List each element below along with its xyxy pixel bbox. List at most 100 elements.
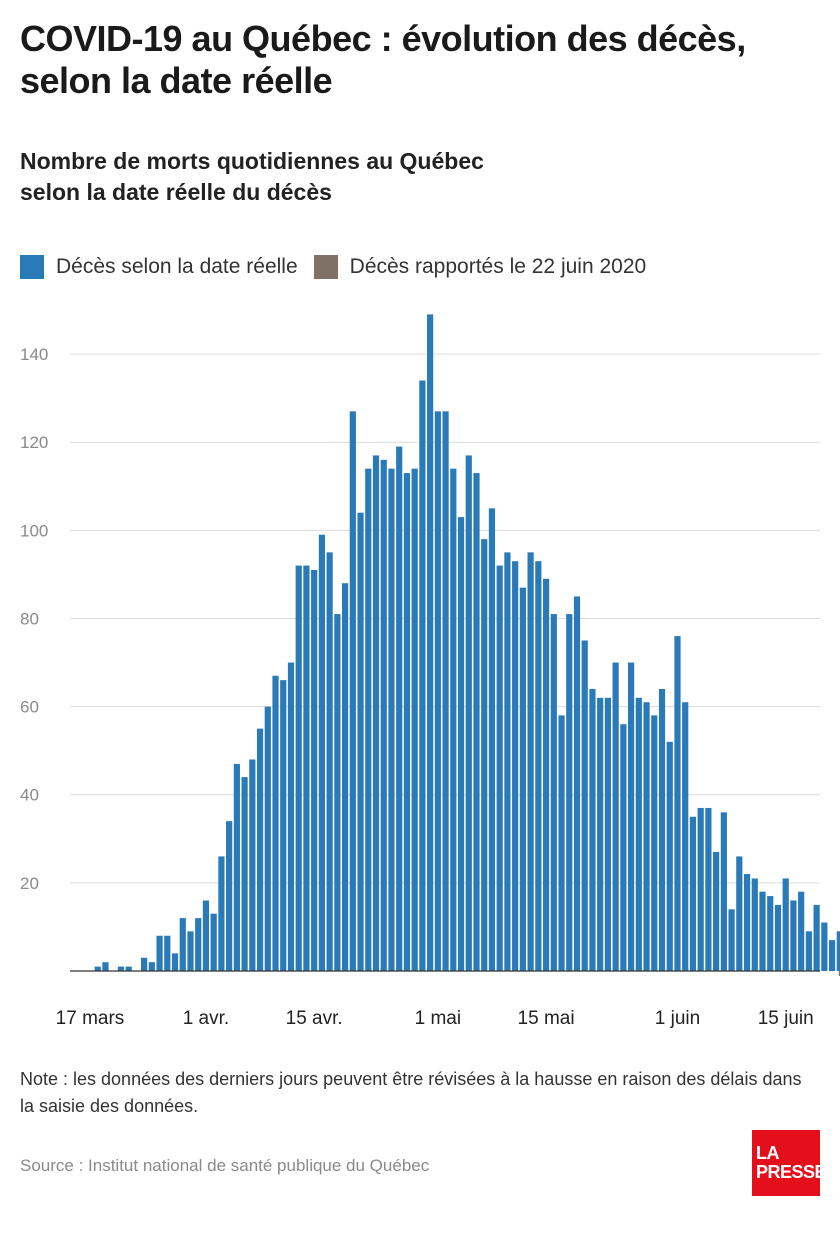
legend-item-reported: Décès rapportés le 22 juin 2020 [313, 255, 647, 279]
bar-2020-04-08 [256, 728, 264, 971]
x-tick-label-2020-04-01: 1 avr. [183, 1008, 229, 1029]
footnote: Note : les données des derniers jours pe… [20, 1069, 802, 1116]
bar-2020-05-26 [628, 662, 635, 971]
x-axis-labels: 17 mars 1 avr. 15 avr. 1 mai 15 mai 1 juin 15 … [56, 1008, 814, 1029]
y-tick-label-140: 140 [20, 345, 48, 364]
bar-2020-04-14 [303, 565, 310, 971]
bar-2020-03-24 [141, 957, 148, 971]
bar-2020-06-16 [790, 900, 797, 971]
reported-bar-2020-06-22 [838, 971, 840, 976]
bar-2020-04-11 [280, 680, 287, 971]
bar-2020-04-13 [295, 565, 302, 971]
bar-2020-05-20 [581, 640, 588, 971]
bar-2020-04-06 [241, 777, 248, 971]
bar-2020-06-03 [689, 816, 697, 971]
y-tick-label-100: 100 [20, 521, 48, 540]
bar-2020-05-05 [465, 455, 472, 971]
bar-2020-04-20 [349, 411, 356, 972]
bar-2020-03-30 [187, 931, 194, 971]
bar-2020-04-23 [372, 455, 380, 971]
bar-2020-05-16 [550, 614, 557, 971]
bar-2020-06-01 [674, 636, 681, 971]
bar-2020-05-11 [512, 561, 519, 971]
legend-swatch-reported [313, 255, 338, 279]
bar-2020-05-19 [573, 596, 581, 971]
chart-title: COVID-19 au Québec : évolution des décès… [20, 18, 746, 101]
bar-2020-06-10 [743, 874, 751, 971]
x-tick-label-2020-06-15: 15 juin [758, 1008, 814, 1029]
bar-2020-04-29 [419, 380, 426, 971]
bar-2020-04-16 [318, 534, 325, 971]
bar-2020-05-15 [542, 578, 550, 971]
legend-label-actual: Décès selon la date réelle [56, 255, 298, 278]
x-tick-label-2020-06-01: 1 juin [655, 1008, 700, 1029]
bar-2020-05-06 [473, 473, 480, 971]
x-tick-label-2020-05-15: 15 mai [518, 1008, 575, 1029]
y-tick-label-40: 40 [20, 786, 39, 805]
bar-2020-05-27 [635, 697, 642, 971]
bar-2020-05-28 [643, 702, 650, 971]
legend-swatch-actual [20, 255, 44, 279]
bar-2020-06-02 [682, 702, 689, 971]
bar-2020-05-08 [488, 508, 496, 971]
logo-line-1: LA [756, 1143, 780, 1163]
y-tick-label-80: 80 [20, 609, 39, 628]
bar-2020-05-31 [666, 741, 673, 971]
bar-2020-05-03 [450, 468, 457, 971]
bar-2020-04-18 [334, 614, 341, 971]
bar-2020-04-22 [365, 468, 372, 971]
bar-2020-05-12 [519, 587, 526, 971]
bar-2020-06-20 [821, 922, 828, 971]
bar-2020-03-27 [164, 935, 171, 971]
bar-2020-04-10 [272, 675, 279, 971]
legend: Décès selon la date réelle Décès rapport… [20, 252, 662, 282]
x-tick-label-2020-05-01: 1 mai [415, 1008, 461, 1029]
bar-2020-05-04 [457, 517, 465, 971]
bar-2020-06-15 [782, 878, 789, 971]
bar-2020-04-30 [427, 314, 434, 971]
bar-2020-06-04 [697, 807, 704, 971]
bar-2020-06-06 [713, 852, 720, 971]
bar-2020-04-03 [218, 856, 225, 971]
bar-2020-04-09 [264, 706, 271, 971]
x-tick-label-2020-03-17: 17 mars [56, 1008, 125, 1029]
bar-2020-05-21 [589, 688, 596, 971]
bar-2020-05-10 [504, 552, 511, 971]
source-text: Source : Institut national de santé publ… [20, 1156, 430, 1175]
bar-2020-04-02 [210, 913, 217, 971]
bar-2020-04-07 [249, 759, 256, 971]
bar-2020-06-18 [805, 931, 812, 971]
legend-label-reported: Décès rapportés le 22 juin 2020 [349, 255, 647, 278]
bar-2020-06-17 [798, 891, 805, 971]
bar-2020-06-05 [705, 807, 712, 971]
bar-2020-06-14 [774, 904, 782, 971]
bar-2020-03-29 [179, 918, 186, 971]
bar-2020-04-21 [357, 512, 364, 971]
bar-2020-06-21 [828, 940, 836, 971]
bar-2020-05-18 [566, 614, 573, 971]
bar-2020-04-17 [326, 552, 333, 971]
subtitle-line-1: Nombre de morts quotidiennes au Québec [20, 148, 484, 174]
y-axis-labels: 20 40 60 80 100 120 140 [20, 345, 48, 893]
bar-2020-05-09 [496, 565, 503, 971]
bar-2020-04-26 [396, 446, 403, 971]
bar-2020-04-15 [311, 569, 318, 971]
bar-2020-06-13 [767, 896, 774, 971]
x-tick-label-2020-04-15: 15 avr. [286, 1008, 343, 1029]
bar-2020-04-24 [380, 459, 387, 971]
bar-2020-06-09 [736, 856, 743, 971]
bar-2020-04-01 [202, 900, 210, 971]
logo-line-2: PRESSE [756, 1162, 827, 1182]
bar-2020-06-11 [751, 878, 758, 971]
bar-2020-06-19 [813, 904, 820, 971]
bar-2020-05-24 [612, 662, 619, 971]
bar-2020-05-07 [481, 539, 488, 971]
bar-2020-05-29 [651, 715, 658, 971]
y-tick-label-120: 120 [20, 433, 48, 452]
bar-2020-05-22 [597, 697, 604, 971]
bar-2020-05-02 [442, 411, 449, 972]
bar-2020-06-07 [720, 812, 727, 971]
bar-2020-04-25 [388, 468, 395, 971]
bar-2020-05-30 [658, 688, 666, 971]
bar-2020-05-25 [620, 724, 627, 971]
